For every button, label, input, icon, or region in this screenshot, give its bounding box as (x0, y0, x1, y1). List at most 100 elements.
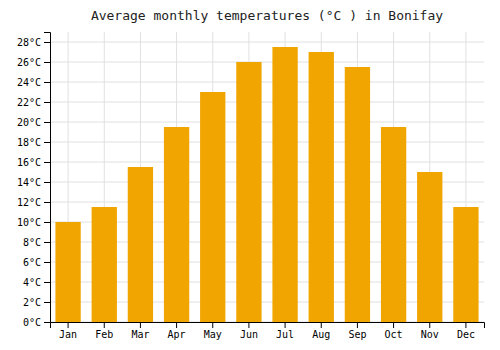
tick-mark (44, 42, 50, 43)
tick-mark (248, 322, 249, 328)
tick-mark (44, 322, 50, 323)
tick-label: Oct (385, 329, 403, 340)
tick: May (204, 322, 222, 340)
grid-line (50, 142, 484, 143)
y-axis: 0°C 2°C 4°C 6°C 8°C 10°C 12°C 14°C 16°C 18°C 20°C 2… (17, 33, 51, 328)
x-axis: Jan Feb Mar Apr May Jun Jul Aug Sep Oct Nov Dec (51, 322, 485, 340)
tick: 0°C (23, 317, 50, 328)
tick-mark (44, 202, 50, 203)
tick-mark (176, 322, 177, 328)
tick-mark (357, 322, 358, 328)
tick-label: Jun (240, 329, 258, 340)
tick-label: 26°C (17, 57, 41, 68)
bar (417, 172, 442, 322)
tick-mark (44, 282, 50, 283)
grid-line (50, 122, 484, 123)
bar (345, 67, 370, 322)
tick-label: 8°C (23, 237, 41, 248)
tick-mark (212, 322, 213, 328)
tick-label: Jan (59, 329, 77, 340)
title: Average monthly temperatures (°C ) in Bo… (91, 8, 443, 23)
tick-mark (44, 302, 50, 303)
tick-mark (285, 322, 286, 328)
tick: 28°C (17, 37, 50, 48)
tick: Aug (312, 322, 330, 340)
tick-label: 16°C (17, 157, 41, 168)
bar (128, 167, 153, 322)
tick-label: 6°C (23, 257, 41, 268)
tick: 26°C (17, 57, 50, 68)
tick-label: Apr (168, 329, 186, 340)
bar (309, 52, 334, 322)
tick-mark (44, 142, 50, 143)
tick: 10°C (17, 217, 50, 228)
tick: 24°C (17, 77, 50, 88)
tick-mark (44, 102, 50, 103)
tick-label: 24°C (17, 77, 41, 88)
grid-line (50, 62, 484, 63)
tick: 2°C (23, 297, 50, 308)
tick-label: 28°C (17, 37, 41, 48)
bar (272, 47, 297, 322)
axis-line (44, 33, 51, 323)
tick-label: Jul (276, 329, 294, 340)
bar (236, 62, 261, 322)
grid-line (50, 162, 484, 163)
grid-line (50, 42, 484, 43)
bars (55, 47, 478, 322)
bar (381, 127, 406, 322)
tick: Sep (348, 322, 366, 340)
tick: 22°C (17, 97, 50, 108)
grid-line (50, 102, 484, 103)
tick: 14°C (17, 177, 50, 188)
grid-line (50, 82, 484, 83)
tick-label: 10°C (17, 217, 41, 228)
tick: Nov (421, 322, 439, 340)
tick: 20°C (17, 117, 50, 128)
tick: Jul (276, 322, 294, 340)
tick: Jan (59, 322, 77, 340)
tick: Mar (131, 322, 149, 340)
plot: 0°C 2°C 4°C 6°C 8°C 10°C 12°C 14°C 16°C 18°C 20°C 2… (17, 32, 485, 340)
tick: 16°C (17, 157, 50, 168)
bar (453, 207, 478, 322)
tick: Feb (95, 322, 113, 340)
tick: Apr (168, 322, 186, 340)
tick-label: May (204, 329, 222, 340)
tick: 6°C (23, 257, 50, 268)
tick-label: 0°C (23, 317, 41, 328)
tick: Oct (385, 322, 403, 340)
tick-mark (44, 222, 50, 223)
tick-mark (321, 322, 322, 328)
tick-label: Aug (312, 329, 330, 340)
axis-line (51, 323, 485, 329)
tick: 8°C (23, 237, 50, 248)
chart: 0°C 2°C 4°C 6°C 8°C 10°C 12°C 14°C 16°C 18°C 20°C 2… (0, 0, 500, 350)
tick-label: Mar (131, 329, 149, 340)
tick: 4°C (23, 277, 50, 288)
tick: Jun (240, 322, 258, 340)
tick-mark (44, 162, 50, 163)
tick-label: 14°C (17, 177, 41, 188)
tick: 12°C (17, 197, 50, 208)
tick-label: Dec (457, 329, 475, 340)
tick-label: 20°C (17, 117, 41, 128)
tick-label: Sep (348, 329, 366, 340)
grid (50, 32, 484, 322)
tick-label: Feb (95, 329, 113, 340)
tick-mark (44, 82, 50, 83)
tick-label: 18°C (17, 137, 41, 148)
tick-mark (44, 182, 50, 183)
tick: Dec (457, 322, 475, 340)
tick-label: 22°C (17, 97, 41, 108)
tick-mark (140, 322, 141, 328)
tick-label: Nov (421, 329, 439, 340)
bar (164, 127, 189, 322)
tick-mark (44, 242, 50, 243)
bar (92, 207, 117, 322)
bar (200, 92, 225, 322)
tick-mark (465, 322, 466, 328)
tick-mark (68, 322, 69, 328)
tick: 18°C (17, 137, 50, 148)
tick-mark (44, 262, 50, 263)
